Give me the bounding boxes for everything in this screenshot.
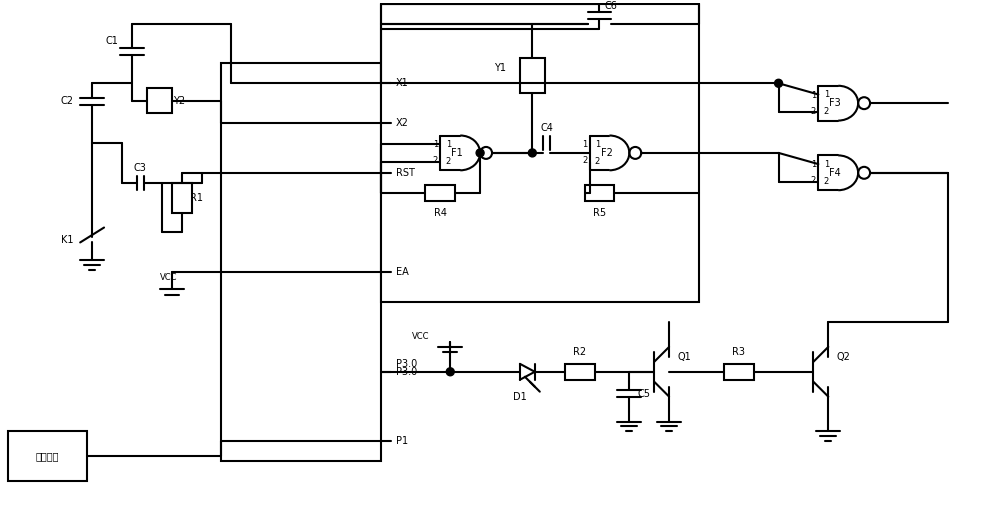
Circle shape [476, 149, 484, 157]
Bar [520, 58, 545, 93]
Text: C2: C2 [61, 96, 74, 106]
Text: F2: F2 [601, 148, 612, 158]
Circle shape [775, 79, 783, 87]
Text: F4: F4 [829, 168, 841, 178]
Text: R2: R2 [573, 347, 586, 357]
Circle shape [446, 368, 454, 376]
Text: VCC: VCC [412, 332, 429, 341]
Text: R4: R4 [434, 207, 447, 218]
Text: X2: X2 [396, 118, 408, 128]
Text: 2: 2 [433, 156, 438, 165]
Circle shape [528, 149, 536, 157]
Text: P1: P1 [396, 437, 408, 446]
Bar [381, 4, 699, 302]
Text: 1: 1 [811, 91, 816, 100]
Text: R3: R3 [732, 347, 745, 357]
Bar [8, 431, 87, 481]
Text: 2: 2 [582, 156, 587, 165]
Text: 1: 1 [824, 90, 829, 99]
Text: C4: C4 [540, 123, 553, 133]
Text: C5: C5 [638, 389, 651, 399]
Bar [221, 64, 381, 461]
Text: R5: R5 [593, 207, 606, 218]
Text: 2: 2 [824, 107, 829, 116]
Text: Y1: Y1 [494, 64, 506, 73]
Bar [585, 185, 614, 201]
Text: Q1: Q1 [677, 352, 691, 362]
Text: D1: D1 [513, 392, 527, 402]
Text: RST: RST [396, 168, 414, 178]
Text: X1: X1 [396, 78, 408, 88]
Text: 1: 1 [824, 159, 829, 169]
Text: C3: C3 [133, 163, 146, 173]
Text: 2: 2 [811, 176, 816, 185]
Text: 2: 2 [824, 177, 829, 186]
Bar [425, 185, 455, 201]
Text: K1: K1 [61, 235, 73, 245]
Text: 2: 2 [595, 157, 600, 166]
Text: F1: F1 [451, 148, 463, 158]
Text: 1: 1 [446, 140, 451, 148]
Text: 1: 1 [582, 141, 587, 150]
Text: 1: 1 [811, 160, 816, 169]
Text: 2: 2 [446, 157, 451, 166]
Text: R1: R1 [190, 193, 203, 203]
Text: C1: C1 [106, 36, 118, 46]
Text: 1: 1 [595, 140, 600, 148]
Text: VCC: VCC [160, 273, 177, 282]
Text: 2: 2 [811, 107, 816, 116]
Text: EA: EA [396, 267, 408, 277]
Text: 1: 1 [433, 141, 438, 150]
Text: P3.0: P3.0 [396, 367, 417, 377]
Text: Y2: Y2 [173, 96, 185, 106]
Bar [565, 364, 595, 380]
Text: F3: F3 [829, 98, 841, 108]
Text: C6: C6 [604, 1, 617, 10]
Bar [724, 364, 754, 380]
Text: Q2: Q2 [836, 352, 850, 362]
Bar [172, 183, 192, 213]
Bar [147, 88, 172, 113]
Text: P3.0: P3.0 [396, 359, 417, 369]
Text: 按键电路: 按键电路 [36, 451, 59, 461]
